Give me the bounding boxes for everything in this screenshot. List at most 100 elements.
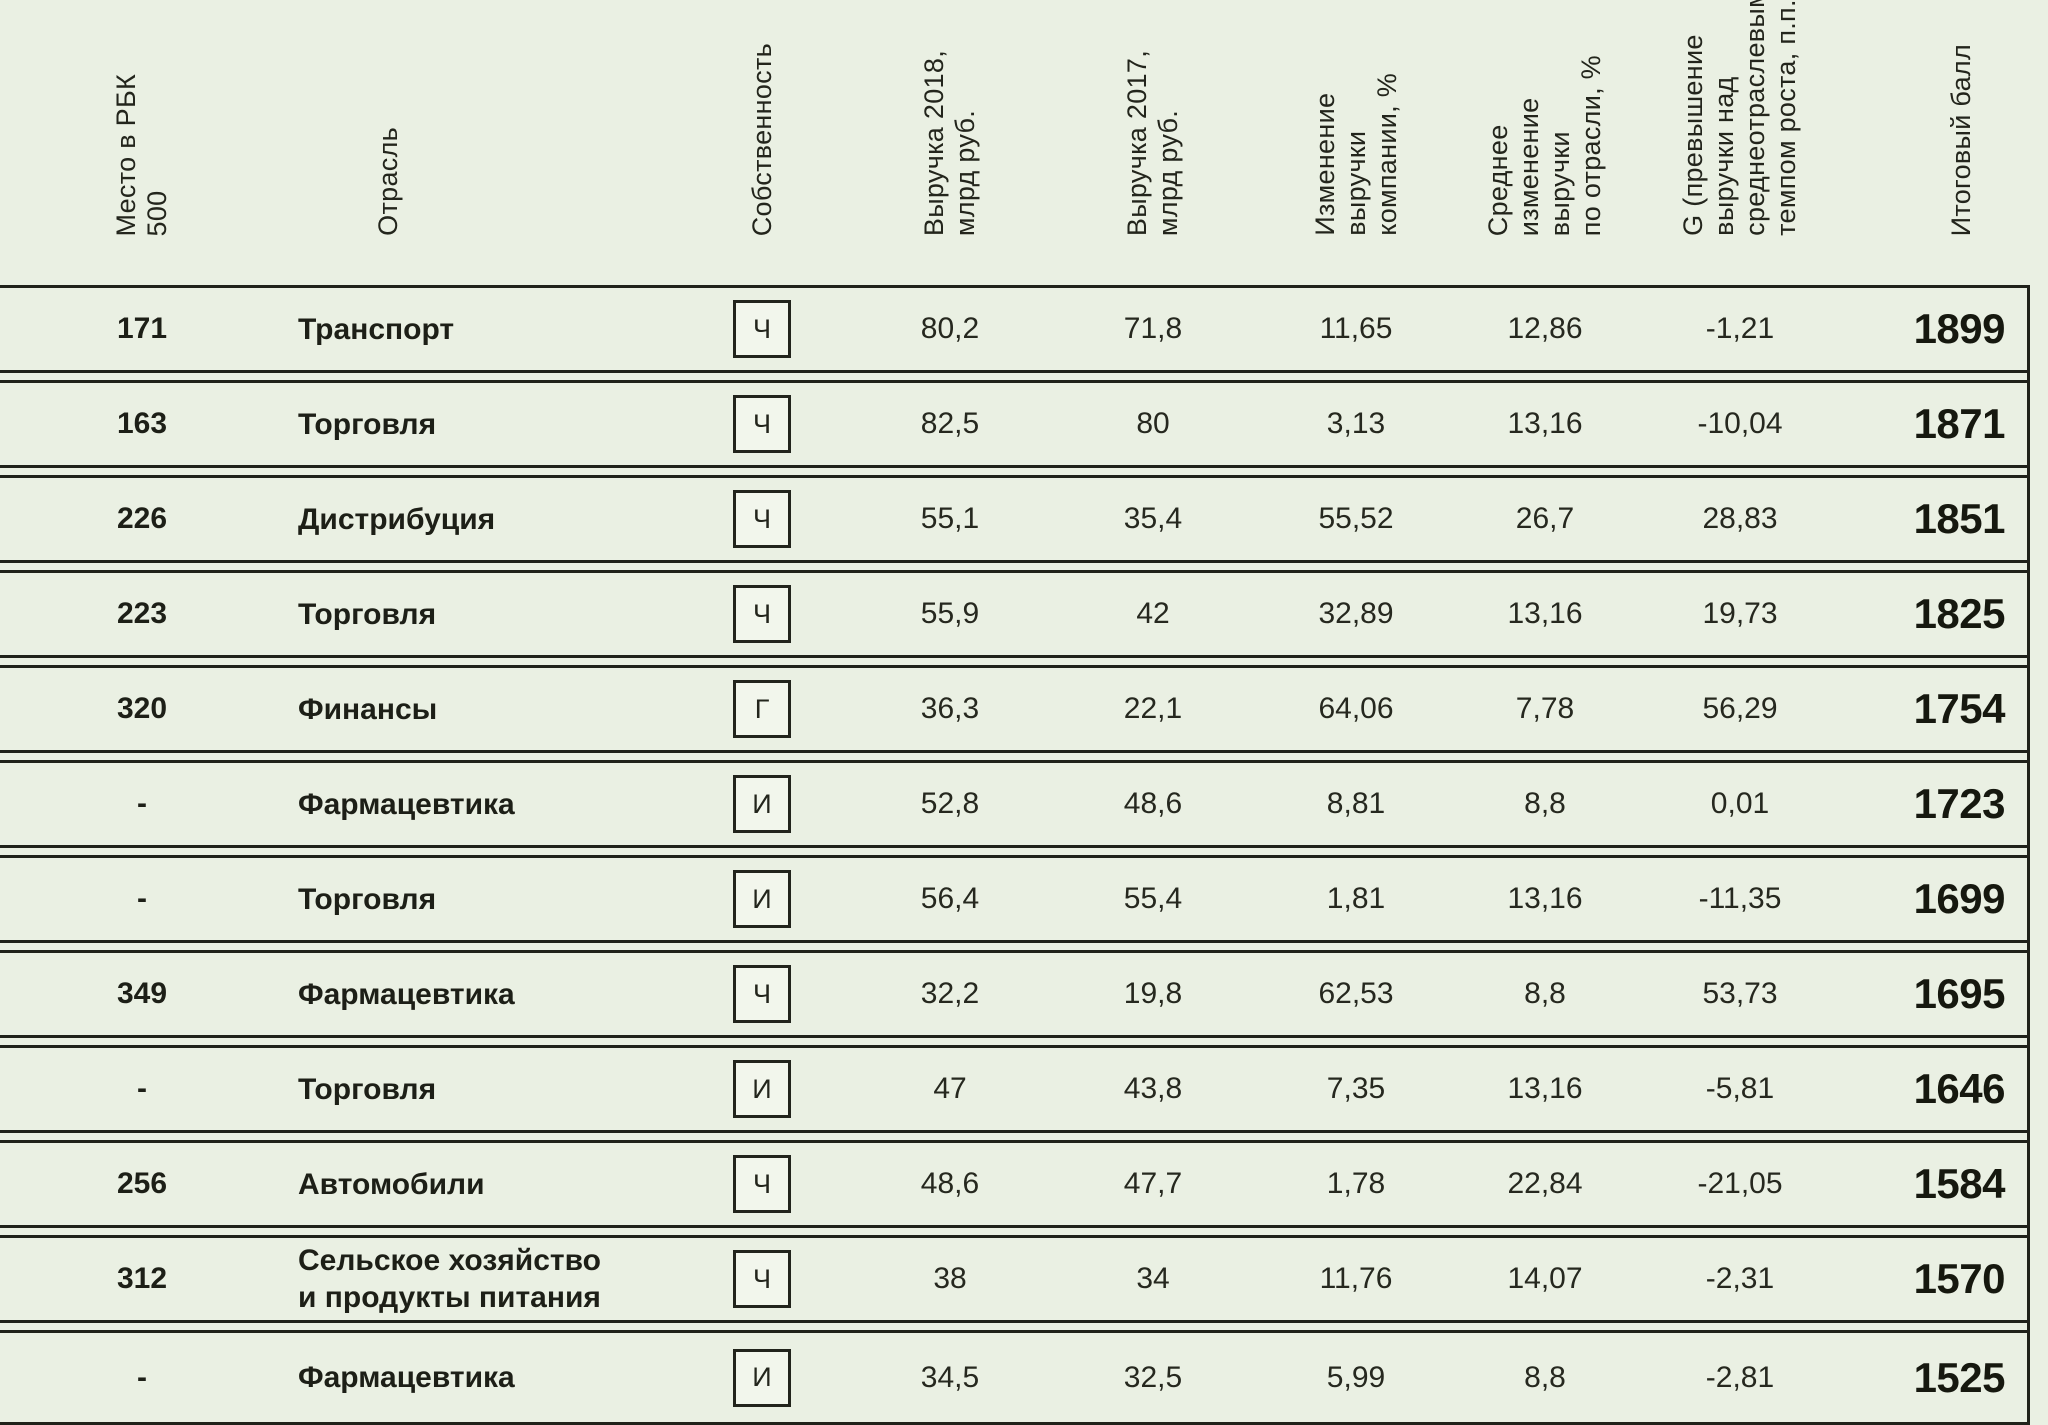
g-value-cell: -11,35 <box>1648 855 1832 943</box>
industry-cell: Торговля <box>284 570 660 658</box>
col-header-revenue-2018: Выручка 2018, млрд руб. <box>864 0 1036 278</box>
revenue-2017-cell: 43,8 <box>1036 1045 1270 1133</box>
ownership-badge: Г <box>733 680 791 738</box>
revenue-change-cell: 11,65 <box>1270 285 1442 373</box>
revenue-2017-cell: 34 <box>1036 1235 1270 1323</box>
rank-cell: - <box>0 1330 284 1425</box>
rank-cell: 320 <box>0 665 284 753</box>
col-header-g-value: G (превышение выручки над среднеотраслев… <box>1648 0 1832 278</box>
score-cell: 1851 <box>1832 475 2030 563</box>
g-value-cell: 0,01 <box>1648 760 1832 848</box>
ownership-badge: Ч <box>733 395 791 453</box>
score-cell: 1871 <box>1832 380 2030 468</box>
revenue-change-cell: 3,13 <box>1270 380 1442 468</box>
revenue-2017-cell: 71,8 <box>1036 285 1270 373</box>
revenue-change-cell: 1,78 <box>1270 1140 1442 1228</box>
industry-avg-change-cell: 22,84 <box>1442 1140 1648 1228</box>
col-header-industry-label: Отрасль <box>373 127 403 236</box>
col-header-revenue-2017-label: Выручка 2017, млрд руб. <box>1122 49 1183 236</box>
ownership-badge: И <box>733 1348 791 1407</box>
revenue-change-cell: 62,53 <box>1270 950 1442 1038</box>
ownership-cell: Ч <box>660 1140 864 1228</box>
ownership-cell: Ч <box>660 950 864 1038</box>
rank-cell: 226 <box>0 475 284 563</box>
rank-cell: 163 <box>0 380 284 468</box>
g-value-cell: -2,31 <box>1648 1235 1832 1323</box>
score-cell: 1525 <box>1832 1330 2030 1425</box>
ownership-cell: Г <box>660 665 864 753</box>
rank-cell: - <box>0 1045 284 1133</box>
score-cell: 1899 <box>1832 285 2030 373</box>
ownership-cell: Ч <box>660 285 864 373</box>
industry-cell: Автомобили <box>284 1140 660 1228</box>
revenue-2017-cell: 32,5 <box>1036 1330 1270 1425</box>
rank-cell: 312 <box>0 1235 284 1323</box>
revenue-2018-cell: 55,1 <box>864 475 1036 563</box>
col-header-ownership-label: Собственность <box>746 42 777 236</box>
ownership-cell: Ч <box>660 475 864 563</box>
revenue-2018-cell: 55,9 <box>864 570 1036 658</box>
g-value-cell: 28,83 <box>1648 475 1832 563</box>
revenue-2018-cell: 36,3 <box>864 665 1036 753</box>
revenue-change-cell: 1,81 <box>1270 855 1442 943</box>
revenue-2017-cell: 55,4 <box>1036 855 1270 943</box>
g-value-cell: -5,81 <box>1648 1045 1832 1133</box>
industry-avg-change-cell: 8,8 <box>1442 760 1648 848</box>
revenue-change-cell: 11,76 <box>1270 1235 1442 1323</box>
col-header-revenue-2018-label: Выручка 2018, млрд руб. <box>919 49 980 236</box>
industry-avg-change-cell: 12,86 <box>1442 285 1648 373</box>
industry-cell: Торговля <box>284 855 660 943</box>
rank-cell: - <box>0 760 284 848</box>
revenue-2018-cell: 82,5 <box>864 380 1036 468</box>
revenue-2018-cell: 52,8 <box>864 760 1036 848</box>
col-header-g-value-label: G (превышение выручки над среднеотраслев… <box>1678 0 1801 236</box>
revenue-change-cell: 64,06 <box>1270 665 1442 753</box>
industry-cell: Дистрибуция <box>284 475 660 563</box>
industry-cell: Транспорт <box>284 285 660 373</box>
score-cell: 1646 <box>1832 1045 2030 1133</box>
g-value-cell: -1,21 <box>1648 285 1832 373</box>
score-cell: 1570 <box>1832 1235 2030 1323</box>
revenue-change-cell: 5,99 <box>1270 1330 1442 1425</box>
rank-cell: - <box>0 855 284 943</box>
revenue-2018-cell: 47 <box>864 1045 1036 1133</box>
ownership-cell: Ч <box>660 380 864 468</box>
col-header-revenue-change: Изменение выручки компании, % <box>1270 0 1442 278</box>
ownership-badge: И <box>733 775 791 833</box>
ownership-cell: Ч <box>660 570 864 658</box>
col-header-ownership: Собственность <box>660 0 864 278</box>
col-header-score: Итоговый балл <box>1832 0 2030 278</box>
ownership-badge: Ч <box>733 490 791 548</box>
revenue-change-cell: 32,89 <box>1270 570 1442 658</box>
ownership-badge: Ч <box>733 1250 791 1308</box>
revenue-2018-cell: 34,5 <box>864 1330 1036 1425</box>
industry-avg-change-cell: 8,8 <box>1442 1330 1648 1425</box>
revenue-change-cell: 55,52 <box>1270 475 1442 563</box>
revenue-2018-cell: 48,6 <box>864 1140 1036 1228</box>
industry-cell: Фармацевтика <box>284 1330 660 1425</box>
industry-cell: Фармацевтика <box>284 950 660 1038</box>
ownership-badge: Ч <box>733 300 791 358</box>
g-value-cell: -21,05 <box>1648 1140 1832 1228</box>
col-header-industry: Отрасль <box>284 0 660 278</box>
ownership-badge: Ч <box>733 585 791 643</box>
score-cell: 1723 <box>1832 760 2030 848</box>
revenue-change-cell: 8,81 <box>1270 760 1442 848</box>
industry-avg-change-cell: 26,7 <box>1442 475 1648 563</box>
ownership-cell: Ч <box>660 1235 864 1323</box>
revenue-2018-cell: 80,2 <box>864 285 1036 373</box>
revenue-2017-cell: 22,1 <box>1036 665 1270 753</box>
revenue-2017-cell: 19,8 <box>1036 950 1270 1038</box>
g-value-cell: 19,73 <box>1648 570 1832 658</box>
revenue-2017-cell: 35,4 <box>1036 475 1270 563</box>
revenue-2017-cell: 48,6 <box>1036 760 1270 848</box>
col-header-rank-label: Место в РБК 500 <box>111 73 172 237</box>
score-cell: 1754 <box>1832 665 2030 753</box>
ownership-badge: И <box>733 870 791 928</box>
ownership-badge: И <box>733 1060 791 1118</box>
score-cell: 1825 <box>1832 570 2030 658</box>
ownership-cell: И <box>660 855 864 943</box>
rank-cell: 349 <box>0 950 284 1038</box>
